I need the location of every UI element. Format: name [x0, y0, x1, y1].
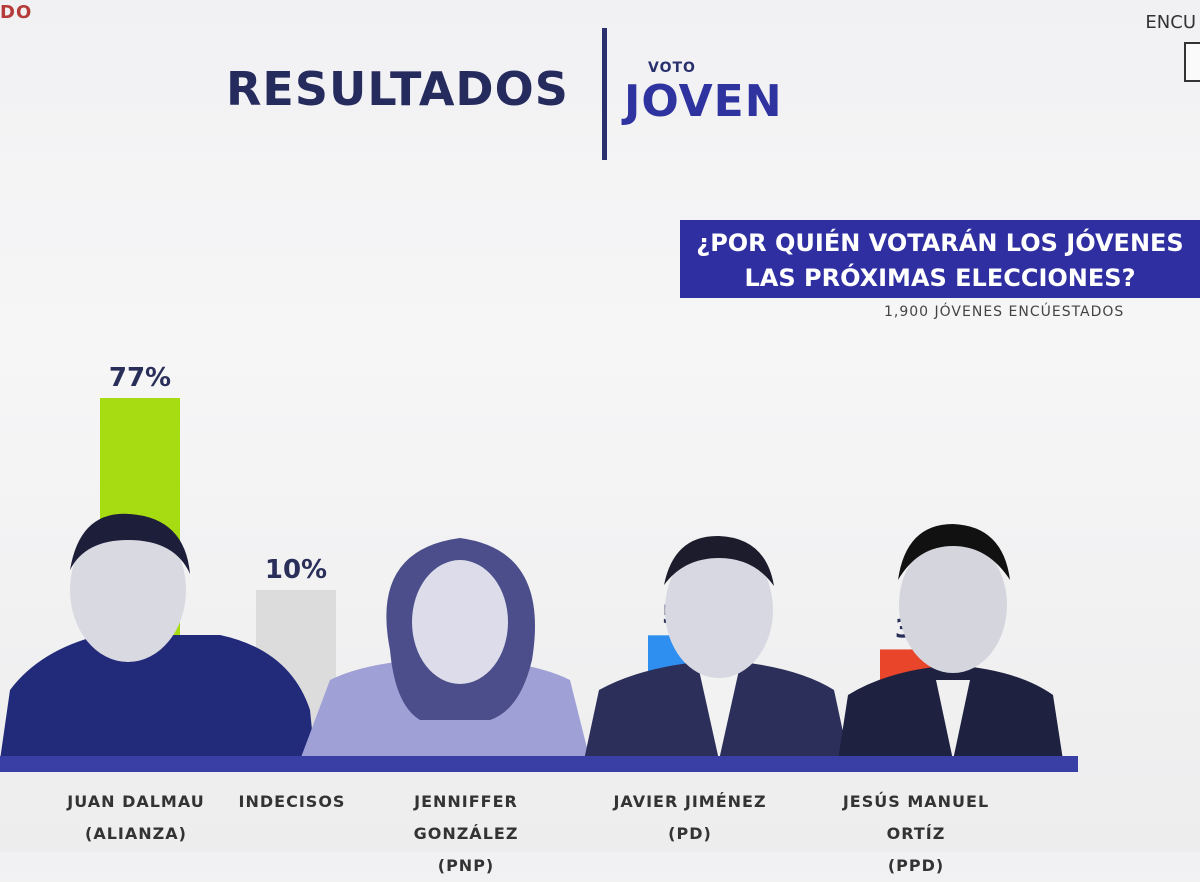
candidate-party: (PPD) [887, 856, 945, 875]
respondents-note: 1,900 JÓVENES ENCÚESTADOS [884, 304, 1125, 320]
candidate-label-jimenez: JAVIER JIMÉNEZ (PD) [590, 786, 790, 850]
person-photo-jimenez [584, 535, 849, 760]
person-photo-ortiz [838, 524, 1063, 760]
brand-small: VOTO [648, 60, 696, 76]
corner-text: ENCU [1145, 12, 1196, 33]
brand-large: JOVEN [624, 76, 783, 127]
corner-frame [1184, 42, 1200, 82]
candidate-label-gonzalez: JENNIFFER GONZÁLEZ (PNP) [366, 786, 566, 882]
logo-fragment: DO [0, 2, 33, 23]
candidate-name: JUAN DALMAU [67, 792, 205, 811]
candidate-label-indecisos: INDECISOS [192, 786, 392, 818]
candidate-name: JAVIER JIMÉNEZ [613, 792, 767, 811]
person-photo-gonzalez [300, 538, 590, 760]
question-banner: ¿POR QUIÉN VOTARÁN LOS JÓVENES LAS PRÓXI… [680, 220, 1200, 298]
candidate-party: (ALIANZA) [85, 824, 187, 843]
candidate-name: INDECISOS [238, 792, 346, 811]
page-title: RESULTADOS [226, 62, 569, 116]
question-line-1: ¿POR QUIÉN VOTARÁN LOS JÓVENES [696, 229, 1184, 257]
candidate-name: JENNIFFER GONZÁLEZ [413, 792, 519, 843]
bar-value-label: 10% [265, 555, 327, 585]
candidate-party: (PD) [668, 824, 712, 843]
title-divider [602, 28, 607, 160]
question-line-2: LAS PRÓXIMAS ELECCIONES? [744, 264, 1136, 292]
candidate-party: (PNP) [437, 856, 495, 875]
chart-baseline [0, 756, 1078, 772]
person-photo-dalmau [0, 513, 315, 760]
candidate-label-ortiz: JESÚS MANUEL ORTÍZ (PPD) [816, 786, 1016, 882]
candidate-label-dalmau: JUAN DALMAU (ALIANZA) [36, 786, 236, 850]
bar-value-label: 77% [109, 363, 171, 393]
candidate-name: JESÚS MANUEL ORTÍZ [842, 792, 990, 843]
